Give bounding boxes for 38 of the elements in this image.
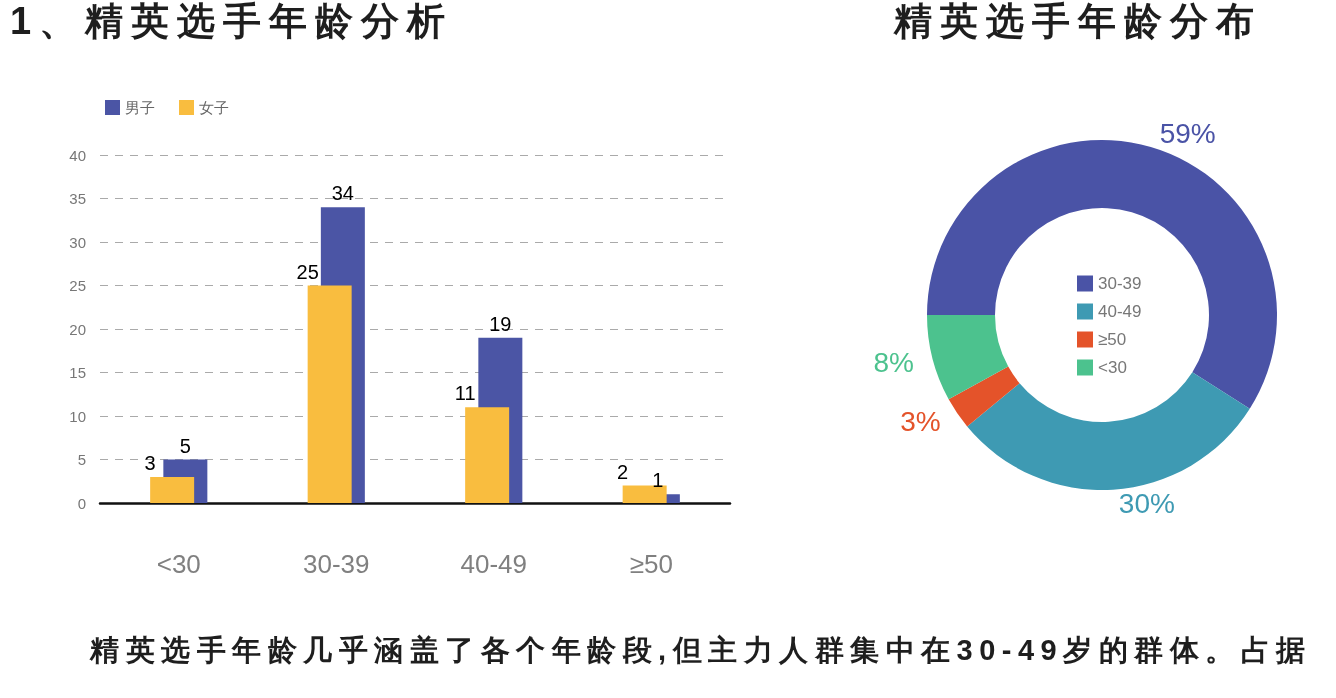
legend-label: 女子 (199, 99, 229, 116)
data-label: 25 (296, 260, 319, 283)
data-label: 5 (179, 434, 191, 457)
y-tick-label: 20 (69, 320, 86, 338)
y-tick-label: 35 (69, 190, 86, 207)
legend-label: 男子 (125, 99, 155, 116)
data-label: 3% (900, 405, 941, 437)
y-tick-label: 0 (77, 494, 86, 512)
data-label: 19 (489, 312, 512, 335)
legend-label: ≥50 (1098, 330, 1127, 349)
y-tick-label: 10 (69, 407, 86, 425)
x-tick-label: 30-39 (303, 549, 370, 579)
data-label: 59% (1159, 118, 1216, 149)
chart-title: 精英选手年龄分布 (892, 0, 1263, 44)
data-label: 34 (331, 182, 354, 205)
bar (307, 285, 352, 503)
chart-title: 1、精英选手年龄分析 (10, 0, 454, 44)
data-label: 8% (873, 346, 914, 378)
text: 精英选手年龄几乎涵盖了各个年龄段,但主力人群集中在30-49岁的群体。占据 (90, 633, 1312, 668)
bar (622, 485, 667, 503)
y-tick-label: 25 (69, 277, 86, 294)
data-label: 30% (1118, 488, 1175, 520)
data-label: 3 (144, 451, 156, 474)
y-tick-label: 40 (69, 146, 86, 164)
x-tick-label: ≥50 (629, 549, 673, 579)
bar (150, 476, 195, 503)
bar (465, 407, 510, 503)
y-tick-label: 15 (69, 364, 86, 381)
legend-label: <30 (1098, 358, 1127, 377)
x-tick-label: <30 (156, 549, 201, 579)
y-tick-label: 5 (77, 451, 86, 468)
y-tick-label: 30 (69, 233, 86, 251)
data-label: 11 (454, 382, 476, 405)
data-label: 2 (617, 460, 629, 483)
legend-label: 40-49 (1098, 302, 1142, 321)
data-label: 1 (652, 469, 664, 492)
legend-label: 30-39 (1098, 274, 1142, 293)
x-tick-label: 40-49 (460, 549, 527, 579)
